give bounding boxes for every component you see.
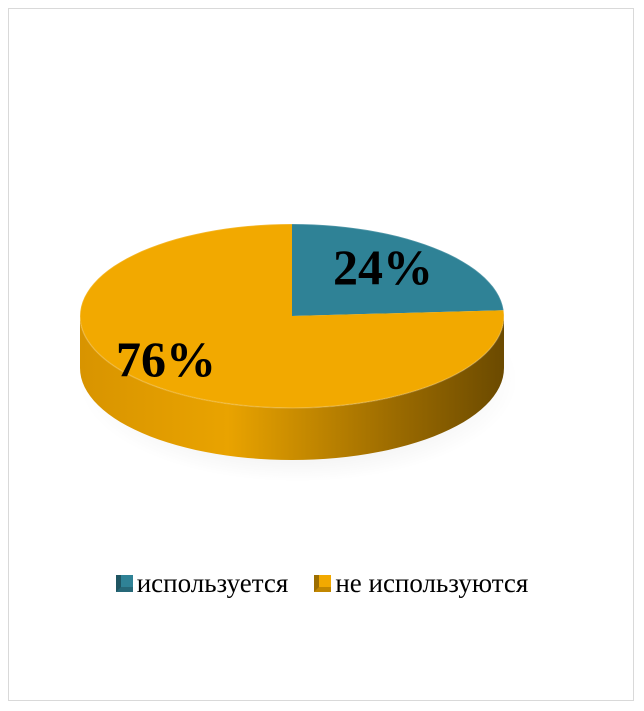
legend-item-unused: не используются bbox=[314, 568, 528, 599]
chart-legend: используется не используются bbox=[0, 568, 644, 599]
pie-side-1 bbox=[80, 316, 504, 460]
pie-rim bbox=[79, 223, 505, 409]
data-label-0: 24% bbox=[333, 239, 433, 295]
legend-label-used: используется bbox=[136, 568, 289, 598]
legend-item-used: используется bbox=[115, 568, 289, 599]
data-label-1: 76% bbox=[116, 331, 216, 387]
pie-slice-0 bbox=[292, 224, 504, 316]
legend-swatch-unused bbox=[314, 575, 332, 592]
pie-slice-1 bbox=[80, 224, 504, 408]
legend-swatch-used bbox=[115, 575, 133, 592]
legend-label-unused: не используются bbox=[335, 568, 529, 598]
